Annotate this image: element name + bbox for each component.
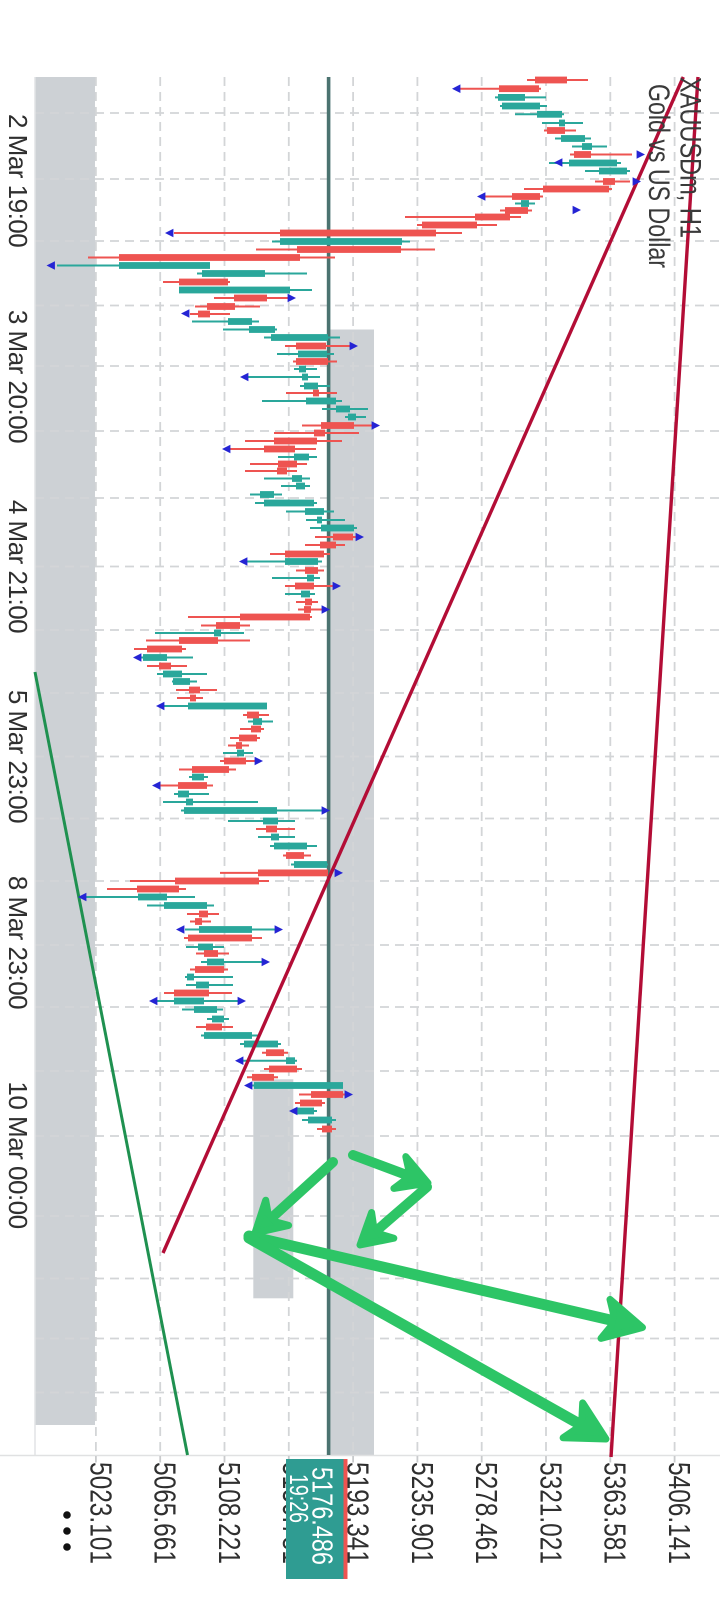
svg-text:3 Mar 20:00: 3 Mar 20:00	[3, 310, 33, 443]
svg-text:2 Mar 19:00: 2 Mar 19:00	[3, 114, 33, 247]
svg-text:5363.581: 5363.581	[598, 1462, 633, 1564]
svg-text:5278.461: 5278.461	[469, 1462, 504, 1564]
svg-text:Gold vs US Dollar: Gold vs US Dollar	[642, 84, 675, 268]
svg-text:4 Mar 21:00: 4 Mar 21:00	[3, 500, 33, 633]
svg-text:5065.661: 5065.661	[148, 1462, 183, 1564]
svg-text:5023.101: 5023.101	[83, 1462, 118, 1564]
svg-text:19:26: 19:26	[284, 1474, 314, 1523]
svg-text:5406.141: 5406.141	[662, 1462, 697, 1564]
svg-text:5321.021: 5321.021	[533, 1462, 568, 1564]
svg-text:XAUUSDm, H1: XAUUSDm, H1	[674, 77, 707, 238]
svg-text:5 Mar 23:00: 5 Mar 23:00	[3, 690, 33, 823]
svg-text:10 Mar 00:00: 10 Mar 00:00	[3, 1081, 33, 1228]
svg-text:5176.486: 5176.486	[306, 1467, 338, 1565]
svg-text:5235.901: 5235.901	[405, 1462, 440, 1564]
svg-text:5108.221: 5108.221	[212, 1462, 247, 1564]
svg-text:8 Mar 23:00: 8 Mar 23:00	[3, 876, 33, 1009]
